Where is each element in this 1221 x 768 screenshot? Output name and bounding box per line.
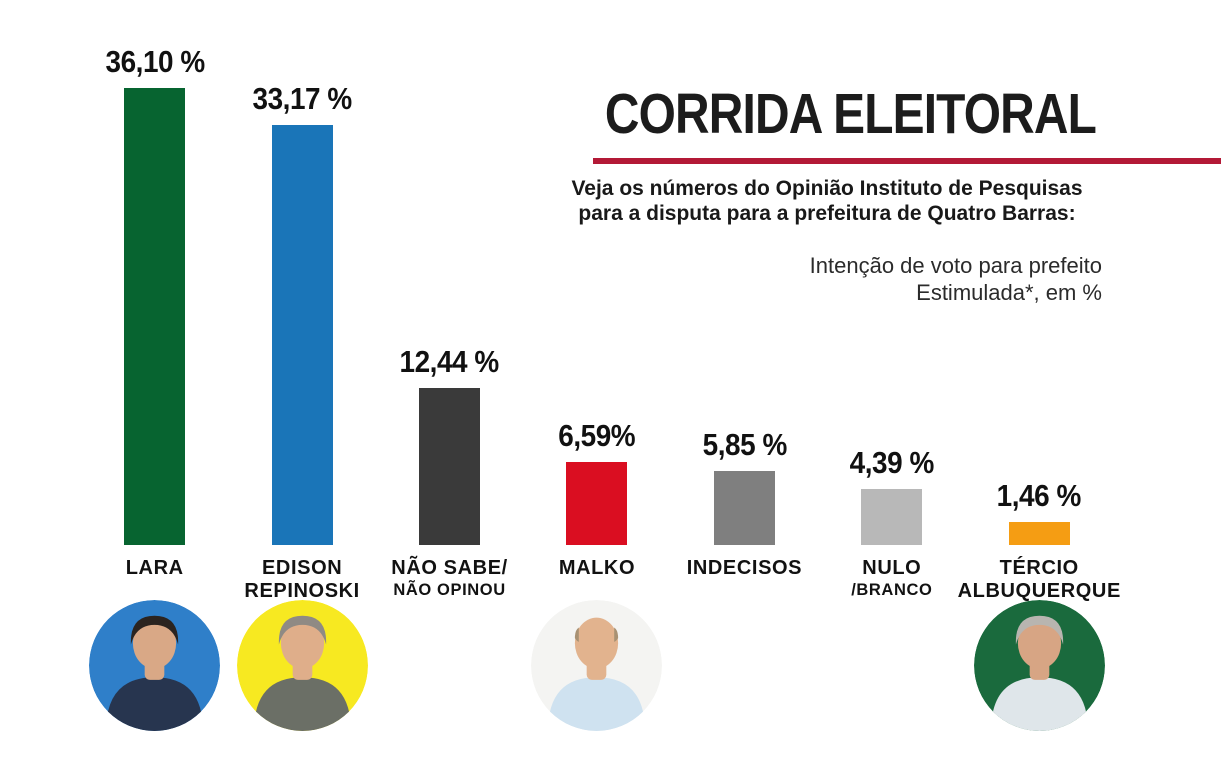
bar-value-label-indecisos: 5,85 % bbox=[702, 427, 787, 462]
candidate-name-line2: NÃO OPINOU bbox=[393, 581, 506, 599]
candidate-photos bbox=[81, 600, 1113, 740]
bar-lara bbox=[124, 88, 186, 545]
category-label-indecisos: INDECISOS bbox=[671, 556, 818, 603]
photo-slot-malko bbox=[523, 600, 670, 740]
bar-column-malko: 6,59% bbox=[523, 0, 670, 545]
photo-slot-edison-repinoski bbox=[228, 600, 375, 740]
photo-slot-lara bbox=[81, 600, 228, 740]
photo-slot-nulo-branco bbox=[818, 600, 965, 740]
candidate-name-line1: NÃO SABE/ bbox=[391, 557, 508, 579]
bar-edison-repinoski bbox=[271, 125, 333, 545]
bar-column-nulo-branco: 4,39 % bbox=[818, 0, 965, 545]
candidate-name-line2: REPINOSKI bbox=[244, 580, 360, 602]
candidate-name-line1: EDISON bbox=[261, 557, 343, 579]
photo-slot-nao-sabe-nao-opinou bbox=[376, 600, 523, 740]
chart-annotation: Intenção de voto para prefeito Estimulada… bbox=[700, 252, 1102, 306]
bar-column-lara: 36,10 % bbox=[81, 0, 228, 545]
candidate-photo-edison-repinoski bbox=[236, 600, 368, 731]
bar-value-label-edison-repinoski: 33,17 % bbox=[252, 81, 353, 116]
subtitle: Veja os números do Opinião Instituto de … bbox=[552, 176, 1102, 226]
bar-column-edison-repinoski: 33,17 % bbox=[228, 0, 375, 545]
bar-value-label-tercio-albuquerque: 1,46 % bbox=[997, 478, 1082, 513]
candidate-name-line1: MALKO bbox=[558, 557, 636, 579]
bar-nulo-branco bbox=[861, 489, 923, 545]
candidate-photo-malko bbox=[531, 600, 663, 731]
category-label-edison-repinoski: EDISON REPINOSKI bbox=[228, 556, 375, 603]
bar-column-tercio-albuquerque: 1,46 % bbox=[966, 0, 1113, 545]
bar-chart: 36,10 % 33,17 % 12,44 % 6,59% 5,85 % 4,39 % 1,… bbox=[81, 0, 1113, 545]
bar-nao-sabe-nao-opinou bbox=[419, 388, 481, 545]
candidate-name-line2: /BRANCO bbox=[851, 581, 933, 599]
category-labels: LARA EDISON REPINOSKI NÃO SABE/NÃO OPINOU MA… bbox=[81, 556, 1121, 603]
category-label-nulo-branco: NULO/BRANCO bbox=[818, 556, 965, 603]
photo-slot-indecisos bbox=[671, 600, 818, 740]
category-label-malko: MALKO bbox=[523, 556, 670, 603]
avatar-lara bbox=[89, 600, 221, 731]
category-label-tercio-albuquerque: TÉRCIO ALBUQUERQUE bbox=[958, 556, 1121, 603]
annotation-line-2: Estimulada*, em % bbox=[916, 280, 1102, 305]
subtitle-line-2: para a disputa para a prefeitura de Quat… bbox=[578, 202, 1076, 225]
subtitle-line-1: Veja os números do Opinião Instituto de … bbox=[571, 177, 1083, 200]
category-label-lara: LARA bbox=[81, 556, 228, 603]
candidate-photo-lara bbox=[89, 600, 221, 731]
avatar-edison-repinoski bbox=[236, 600, 368, 731]
category-label-nao-sabe-nao-opinou: NÃO SABE/NÃO OPINOU bbox=[376, 556, 523, 603]
bar-tercio-albuquerque bbox=[1008, 522, 1070, 545]
bar-value-label-nao-sabe-nao-opinou: 12,44 % bbox=[399, 344, 500, 379]
bar-value-label-malko: 6,59% bbox=[558, 418, 636, 453]
photo-slot-tercio-albuquerque bbox=[966, 600, 1113, 740]
candidate-name-line1: INDECISOS bbox=[686, 557, 803, 579]
candidate-name-line1: LARA bbox=[125, 557, 184, 579]
bar-value-label-nulo-branco: 4,39 % bbox=[849, 445, 935, 480]
bar-indecisos bbox=[713, 471, 775, 545]
avatar-tercio-albuquerque bbox=[973, 600, 1105, 731]
bar-column-nao-sabe-nao-opinou: 12,44 % bbox=[376, 0, 523, 545]
bar-column-indecisos: 5,85 % bbox=[671, 0, 818, 545]
title-underline bbox=[593, 158, 1221, 164]
annotation-line-1: Intenção de voto para prefeito bbox=[809, 253, 1102, 278]
candidate-photo-tercio-albuquerque bbox=[973, 600, 1105, 731]
bar-malko bbox=[566, 462, 628, 545]
avatar-malko bbox=[531, 600, 663, 731]
candidate-name-line1: NULO bbox=[862, 557, 922, 579]
page-title: CORRIDA ELEITORAL bbox=[604, 82, 1097, 146]
candidate-name-line1: TÉRCIO bbox=[999, 557, 1079, 579]
bar-value-label-lara: 36,10 % bbox=[105, 44, 205, 79]
candidate-name-line2: ALBUQUERQUE bbox=[957, 580, 1121, 602]
